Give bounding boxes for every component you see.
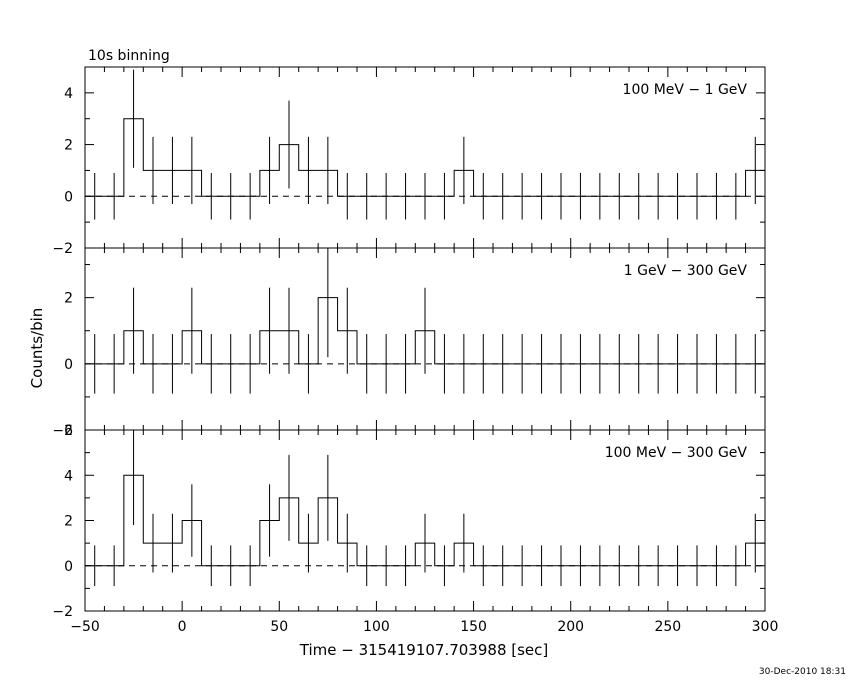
y-tick-label: 2 (64, 291, 73, 307)
y-tick-label: 4 (64, 468, 73, 484)
energy-band-label: 100 MeV − 1 GeV (623, 82, 748, 98)
y-tick-label: 0 (64, 189, 73, 205)
energy-band-label: 100 MeV − 300 GeV (605, 445, 748, 461)
x-axis-label: Time − 315419107.703988 [sec] (299, 641, 549, 659)
x-tick-label: 250 (654, 619, 681, 635)
x-tick-label: 200 (557, 619, 584, 635)
energy-band-label: 1 GeV − 300 GeV (624, 263, 748, 279)
panel-high-energy: −2 0 2 1 GeV − 300 GeV (52, 247, 766, 439)
x-tick-label: 50 (270, 619, 288, 635)
y-tick-label: 0 (64, 559, 73, 575)
x-tick-label: 100 (363, 619, 390, 635)
x-tick-label: −50 (70, 619, 100, 635)
panel-full-energy: −2 0 2 4 6 −50 0 50 100 150 200 250 300 100 MeV − 300… (52, 423, 778, 635)
y-tick-label: 0 (64, 357, 73, 373)
binning-label: 10s binning (88, 48, 170, 64)
y-tick-label: −2 (52, 604, 73, 620)
y-tick-label: −2 (52, 241, 73, 257)
histogram-line (85, 474, 765, 567)
y-tick-label: 2 (64, 514, 73, 530)
panel-low-energy: −2 0 2 4 100 MeV − 1 GeV (52, 66, 766, 257)
y-axis-label: Counts/bin (28, 308, 46, 389)
y-tick-label: 2 (64, 138, 73, 154)
x-tick-label: 300 (752, 619, 779, 635)
x-tick-label: 0 (178, 619, 187, 635)
histogram-line (85, 297, 765, 365)
x-tick-label: 150 (460, 619, 487, 635)
y-tick-label: 4 (64, 86, 73, 102)
y-tick-label: −2 (52, 423, 73, 439)
timestamp-label: 30-Dec-2010 18:31 (759, 667, 846, 677)
y-tick-label: 6 (64, 423, 73, 439)
